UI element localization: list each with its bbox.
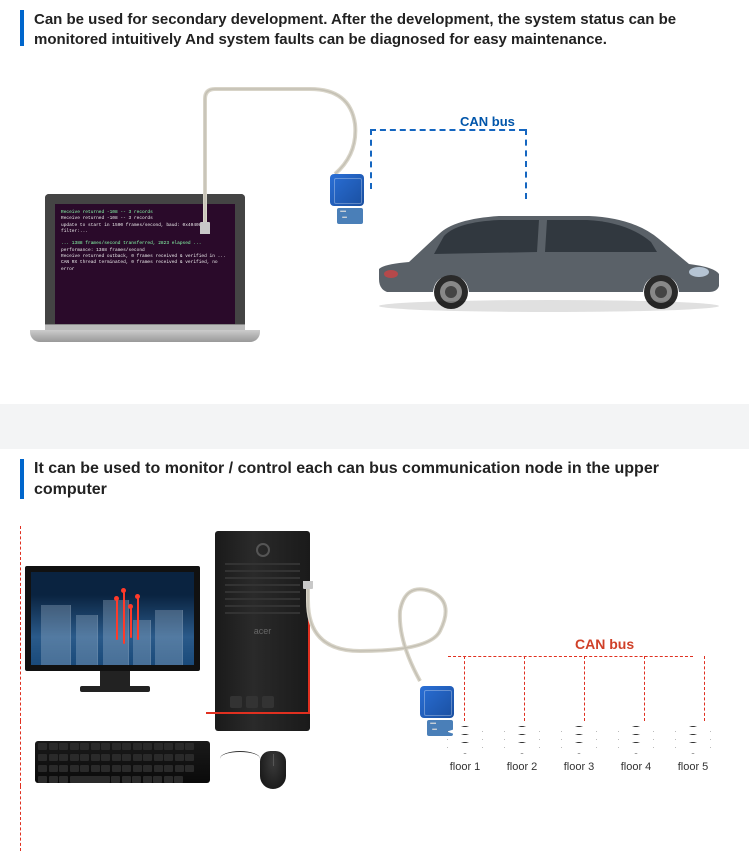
page: Can be used for secondary development. A… bbox=[0, 0, 749, 836]
dashed-drop-icon bbox=[20, 591, 21, 656]
keyboard-icon bbox=[35, 741, 210, 783]
mouse-icon bbox=[260, 751, 286, 789]
mouse-wire bbox=[220, 751, 260, 766]
floor-label: floor 5 bbox=[678, 761, 709, 773]
dashed-connector-icon bbox=[370, 129, 525, 131]
dashed-drop-icon bbox=[20, 656, 21, 721]
laptop-base bbox=[30, 330, 260, 342]
floor-label: floor 1 bbox=[450, 761, 481, 773]
dashed-bus-icon bbox=[448, 656, 693, 657]
dashed-drop-icon bbox=[20, 721, 21, 786]
title-1: Can be used for secondary development. A… bbox=[34, 10, 729, 49]
monitor-icon bbox=[25, 566, 205, 692]
dashed-drop-icon bbox=[464, 656, 465, 721]
floor-node: floor 1 bbox=[445, 726, 485, 773]
diagram-2: acer bbox=[20, 526, 729, 806]
header-1: Can be used for secondary development. A… bbox=[20, 10, 729, 49]
monitor-screen bbox=[25, 566, 200, 671]
header-2: It can be used to monitor / control each… bbox=[20, 459, 729, 501]
section-1: Can be used for secondary development. A… bbox=[0, 0, 749, 404]
stack-icon bbox=[445, 726, 485, 758]
pc-tower-icon: acer bbox=[215, 531, 310, 731]
stack-icon bbox=[616, 726, 656, 758]
floor-label: floor 4 bbox=[621, 761, 652, 773]
car-icon bbox=[359, 194, 729, 314]
dashed-drop-icon bbox=[20, 786, 21, 851]
connector-line-icon bbox=[206, 712, 310, 714]
canbus-label-2: CAN bus bbox=[575, 636, 634, 652]
dashed-drop-icon bbox=[20, 526, 21, 591]
terminal-line: CAN RX thread terminated, 0 frames recei… bbox=[61, 260, 229, 273]
stack-icon bbox=[502, 726, 542, 758]
floor-node: floor 5 bbox=[673, 726, 713, 773]
accent-bar-icon bbox=[20, 459, 24, 499]
floor-node: floor 2 bbox=[502, 726, 542, 773]
title-2: It can be used to monitor / control each… bbox=[34, 459, 729, 501]
dashed-drop-icon bbox=[524, 656, 525, 721]
floor-label: floor 3 bbox=[564, 761, 595, 773]
floor-node: floor 3 bbox=[559, 726, 599, 773]
floor-label: floor 2 bbox=[507, 761, 538, 773]
accent-bar-icon bbox=[20, 10, 24, 46]
dashed-connector-icon bbox=[370, 129, 372, 189]
canbus-label-1: CAN bus bbox=[460, 114, 515, 129]
section-separator bbox=[0, 404, 749, 449]
dashed-drop-icon bbox=[584, 656, 585, 721]
section-2: It can be used to monitor / control each… bbox=[0, 449, 749, 836]
tower-brand-label: acer bbox=[215, 626, 310, 636]
floor-nodes: floor 1 floor 2 floor 3 floor 4 floor 5 bbox=[445, 726, 713, 773]
dashed-drop-icon bbox=[644, 656, 645, 721]
floor-node: floor 4 bbox=[616, 726, 656, 773]
dashed-connector-icon bbox=[525, 129, 527, 199]
dashed-drop-icon bbox=[704, 656, 705, 721]
stack-icon bbox=[673, 726, 713, 758]
diagram-1: Receive returned -108 -- 3 records Recei… bbox=[20, 74, 729, 374]
stack-icon bbox=[559, 726, 599, 758]
